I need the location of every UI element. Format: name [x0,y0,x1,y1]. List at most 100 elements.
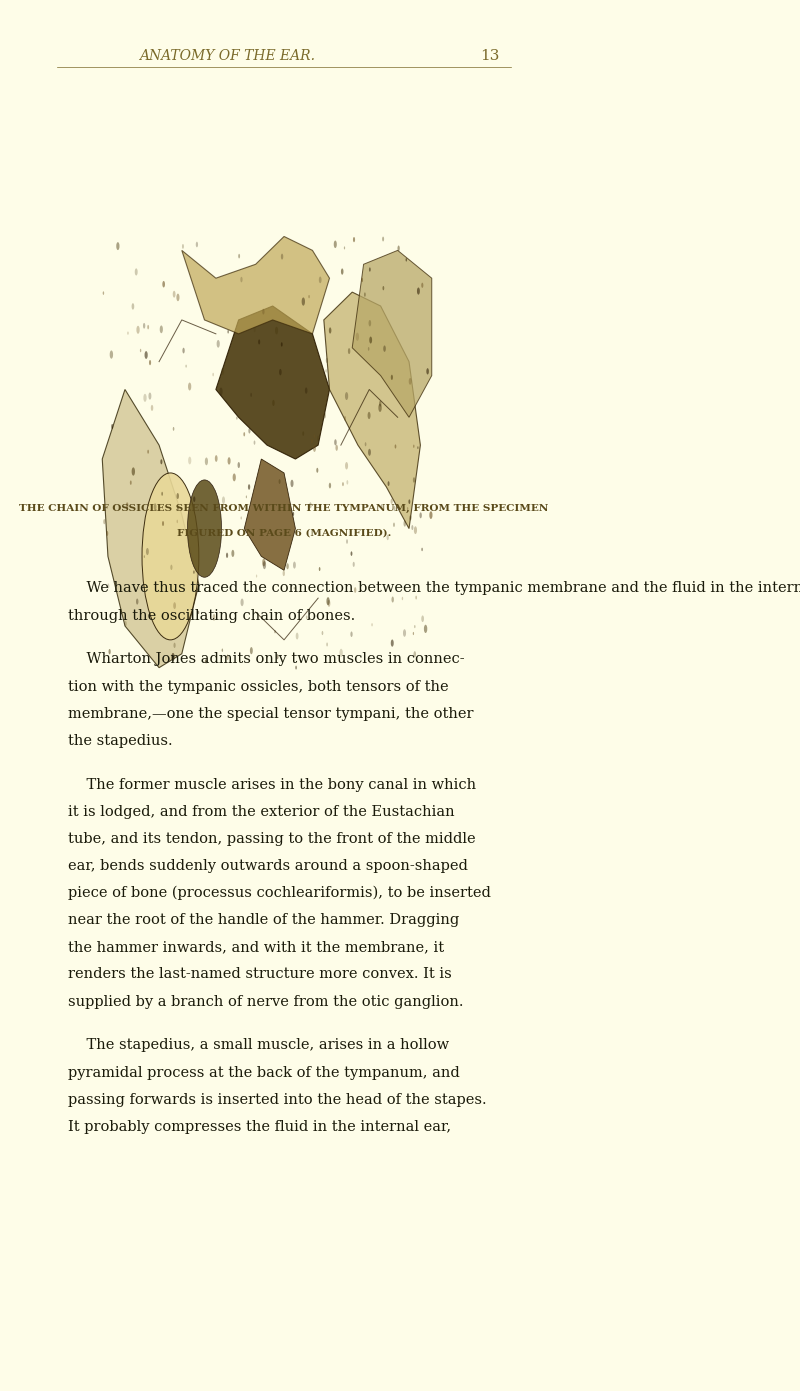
Circle shape [126,502,129,508]
Circle shape [323,413,326,419]
Circle shape [342,483,344,485]
Circle shape [213,373,214,377]
Circle shape [326,643,328,647]
Circle shape [144,555,145,558]
Circle shape [160,325,163,334]
Circle shape [306,615,307,619]
Circle shape [177,492,179,499]
Circle shape [322,632,323,636]
Circle shape [378,403,382,412]
Circle shape [226,552,228,558]
Circle shape [240,277,242,282]
Circle shape [198,611,199,615]
Text: We have thus traced the connection between the tympanic membrane and the fluid i: We have thus traced the connection betwe… [68,581,800,595]
Circle shape [344,246,345,249]
Circle shape [154,504,157,510]
Circle shape [173,427,174,431]
Circle shape [326,597,330,605]
Circle shape [409,499,410,504]
Text: FIGURED ON PAGE 6 (MAGNIFIED).: FIGURED ON PAGE 6 (MAGNIFIED). [177,529,391,537]
Text: Wharton Jones admits only two muscles in connec-: Wharton Jones admits only two muscles in… [68,652,465,666]
Text: It probably compresses the fluid in the internal ear,: It probably compresses the fluid in the … [68,1120,451,1134]
Text: piece of bone (processus cochleariformis), to be inserted: piece of bone (processus cochleariformis… [68,886,491,900]
Circle shape [125,620,126,626]
Circle shape [227,330,229,334]
Circle shape [236,416,238,420]
Circle shape [205,458,208,465]
Circle shape [403,629,406,637]
Circle shape [334,241,337,248]
Circle shape [354,587,356,593]
Circle shape [426,369,429,374]
Circle shape [356,332,359,341]
Circle shape [147,449,149,453]
Circle shape [367,412,370,419]
Circle shape [398,246,400,252]
Circle shape [215,455,218,462]
Circle shape [111,424,114,428]
Text: The former muscle arises in the bony canal in which: The former muscle arises in the bony can… [68,778,476,791]
Circle shape [248,484,250,490]
Circle shape [231,549,234,556]
Circle shape [311,440,313,444]
Polygon shape [244,459,295,570]
Circle shape [274,630,276,633]
Circle shape [136,598,138,605]
Circle shape [110,351,113,359]
Circle shape [262,558,266,566]
Circle shape [248,428,250,434]
Circle shape [275,327,278,334]
Circle shape [345,392,348,401]
Circle shape [127,331,129,335]
Circle shape [350,632,353,637]
Circle shape [318,568,321,572]
Circle shape [102,291,104,295]
Circle shape [391,597,394,602]
Circle shape [253,533,254,536]
Circle shape [414,651,416,658]
Circle shape [390,374,393,380]
Circle shape [344,416,346,420]
Circle shape [382,287,384,291]
Circle shape [368,449,371,456]
Text: tube, and its tendon, passing to the front of the middle: tube, and its tendon, passing to the fro… [68,832,476,846]
Polygon shape [102,389,199,668]
Circle shape [246,495,247,498]
Circle shape [149,360,151,366]
Circle shape [334,440,337,445]
Circle shape [241,516,242,520]
Circle shape [279,369,282,376]
Circle shape [143,323,146,328]
Circle shape [346,480,348,484]
Circle shape [176,294,179,302]
Circle shape [296,633,298,640]
Circle shape [134,587,136,591]
Circle shape [339,648,342,657]
Circle shape [132,467,135,476]
Circle shape [177,505,179,510]
Circle shape [182,243,184,249]
Circle shape [256,574,258,577]
Circle shape [308,295,310,298]
Text: the stapedius.: the stapedius. [68,733,173,748]
Text: passing forwards is inserted into the head of the stapes.: passing forwards is inserted into the he… [68,1092,486,1107]
Circle shape [254,441,255,445]
Circle shape [394,444,396,448]
Circle shape [227,458,230,465]
Text: through the oscillating chain of bones.: through the oscillating chain of bones. [68,609,355,623]
Text: 13: 13 [481,49,500,63]
Circle shape [254,327,256,332]
Circle shape [149,392,151,399]
Circle shape [302,431,304,435]
Ellipse shape [142,473,199,640]
Circle shape [170,565,173,570]
Circle shape [294,587,295,590]
Circle shape [394,506,395,510]
Circle shape [278,479,281,484]
Circle shape [171,652,174,661]
Circle shape [369,267,370,271]
Circle shape [131,303,134,310]
Circle shape [414,526,417,534]
Circle shape [305,388,307,394]
Circle shape [314,434,315,438]
